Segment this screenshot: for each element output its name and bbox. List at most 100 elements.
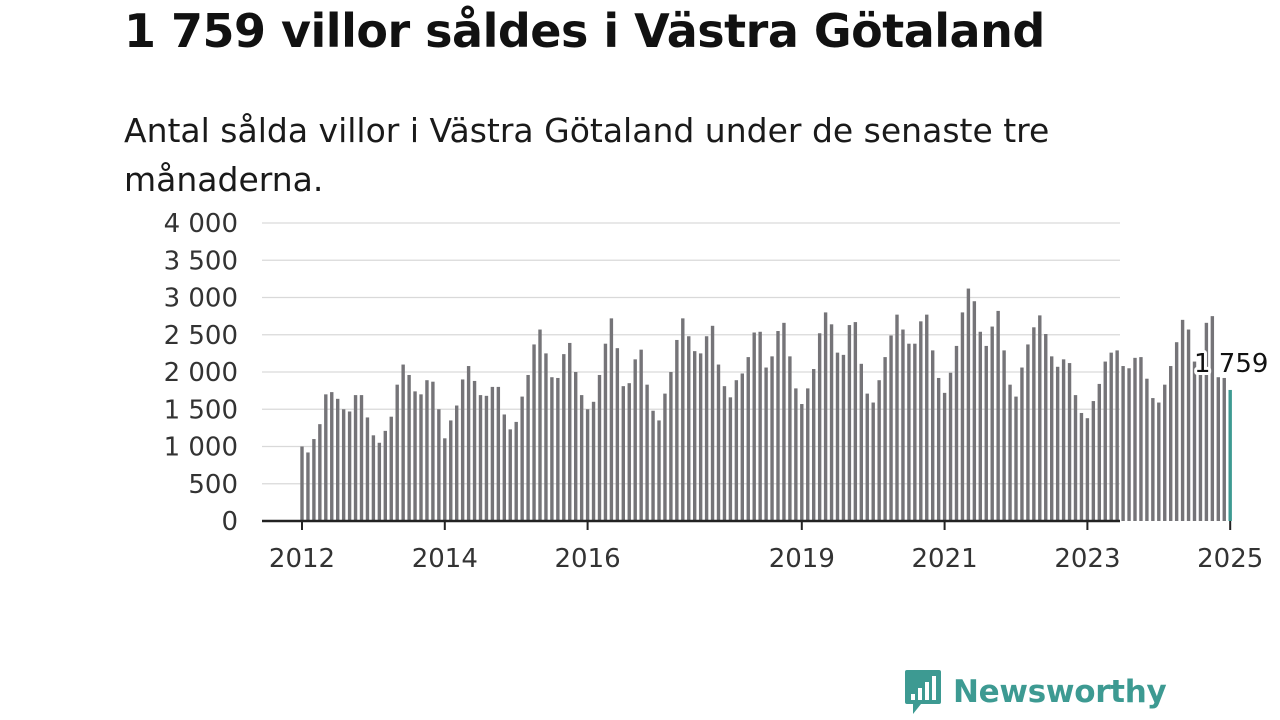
bar: [704, 336, 709, 521]
bar: [925, 314, 929, 521]
bar: [669, 372, 673, 521]
highlight-value-label: 1 759: [1194, 349, 1268, 379]
bar: [645, 384, 649, 521]
x-tick-label: 2014: [412, 544, 478, 574]
bar: [1157, 402, 1161, 521]
bar: [478, 395, 483, 521]
bar: [639, 349, 643, 521]
bar: [931, 350, 935, 521]
bar: [603, 343, 608, 521]
bar: [710, 325, 715, 521]
bar: [312, 439, 316, 521]
bar: [651, 410, 655, 521]
bar: [1127, 368, 1131, 521]
bar: [663, 393, 667, 521]
bar: [812, 369, 816, 521]
bar: [960, 312, 965, 521]
bar: [621, 386, 625, 521]
x-tick-label: 2025: [1197, 544, 1263, 574]
bar: [764, 367, 768, 521]
bar: [829, 324, 834, 521]
bar: [996, 310, 1000, 521]
bar: [1192, 361, 1197, 521]
bar: [419, 394, 423, 521]
bar: [693, 351, 697, 521]
bar: [627, 383, 631, 521]
bar: [1050, 356, 1054, 521]
bar: [722, 386, 727, 521]
bar: [1133, 357, 1137, 521]
bar: [859, 363, 863, 521]
bar: [1216, 377, 1220, 521]
newsworthy-logo-icon: [905, 670, 941, 714]
bar: [1109, 352, 1113, 521]
bar: [1020, 367, 1024, 521]
grid-lines: [262, 222, 1120, 485]
bar: [978, 331, 982, 521]
bar: [437, 409, 441, 521]
bar: [538, 329, 542, 521]
bar: [472, 380, 477, 521]
bar: [698, 353, 703, 522]
bar: [1169, 366, 1173, 521]
bar: [336, 398, 340, 521]
y-tick-label: 4 000: [164, 209, 238, 239]
bar: [508, 429, 512, 521]
bar: [1180, 319, 1185, 521]
bar: [550, 377, 554, 521]
bar: [460, 379, 465, 521]
bar: [1145, 378, 1149, 521]
bar: [1085, 418, 1090, 521]
bar: [990, 326, 994, 521]
bar: [1121, 366, 1125, 521]
bar: [806, 388, 810, 521]
bar: [770, 356, 774, 521]
bar: [936, 377, 941, 521]
bar: [597, 374, 602, 521]
y-tick-label: 2 500: [164, 321, 238, 351]
bar: [526, 374, 530, 521]
bar: [520, 396, 524, 521]
bar: [389, 416, 393, 521]
bar: [562, 354, 566, 521]
bar: [330, 392, 334, 521]
bar: [1115, 350, 1119, 521]
bar: [740, 373, 744, 521]
bar: [431, 381, 435, 521]
bar: [1038, 315, 1042, 521]
bar: [484, 395, 489, 521]
bar: [788, 356, 792, 521]
bar: [883, 357, 887, 521]
bar: [966, 288, 971, 521]
bar: [841, 354, 846, 521]
bar: [1067, 363, 1072, 521]
bar: [347, 411, 352, 521]
bar: [1014, 396, 1018, 521]
bar: [425, 380, 429, 521]
bar: [835, 352, 840, 521]
bar: [568, 342, 572, 521]
bar: [865, 393, 869, 521]
bar: [1198, 352, 1203, 521]
bar: [657, 420, 661, 521]
bar: [496, 386, 501, 521]
bar: [413, 391, 417, 521]
bar: [1055, 366, 1060, 521]
x-tick-label: 2021: [912, 544, 978, 574]
bar: [687, 336, 691, 521]
axes: [262, 519, 1232, 530]
bar: [514, 421, 518, 521]
bar: [407, 374, 411, 521]
bar: [907, 343, 911, 521]
bar: [847, 325, 852, 521]
bar: [1002, 350, 1006, 521]
bar: [734, 380, 739, 521]
bar: [377, 442, 382, 521]
bar: [324, 394, 328, 521]
bar: [817, 333, 822, 521]
bar: [1073, 395, 1078, 521]
bar: [591, 401, 596, 521]
bar: [919, 321, 923, 521]
bar: [359, 395, 364, 521]
